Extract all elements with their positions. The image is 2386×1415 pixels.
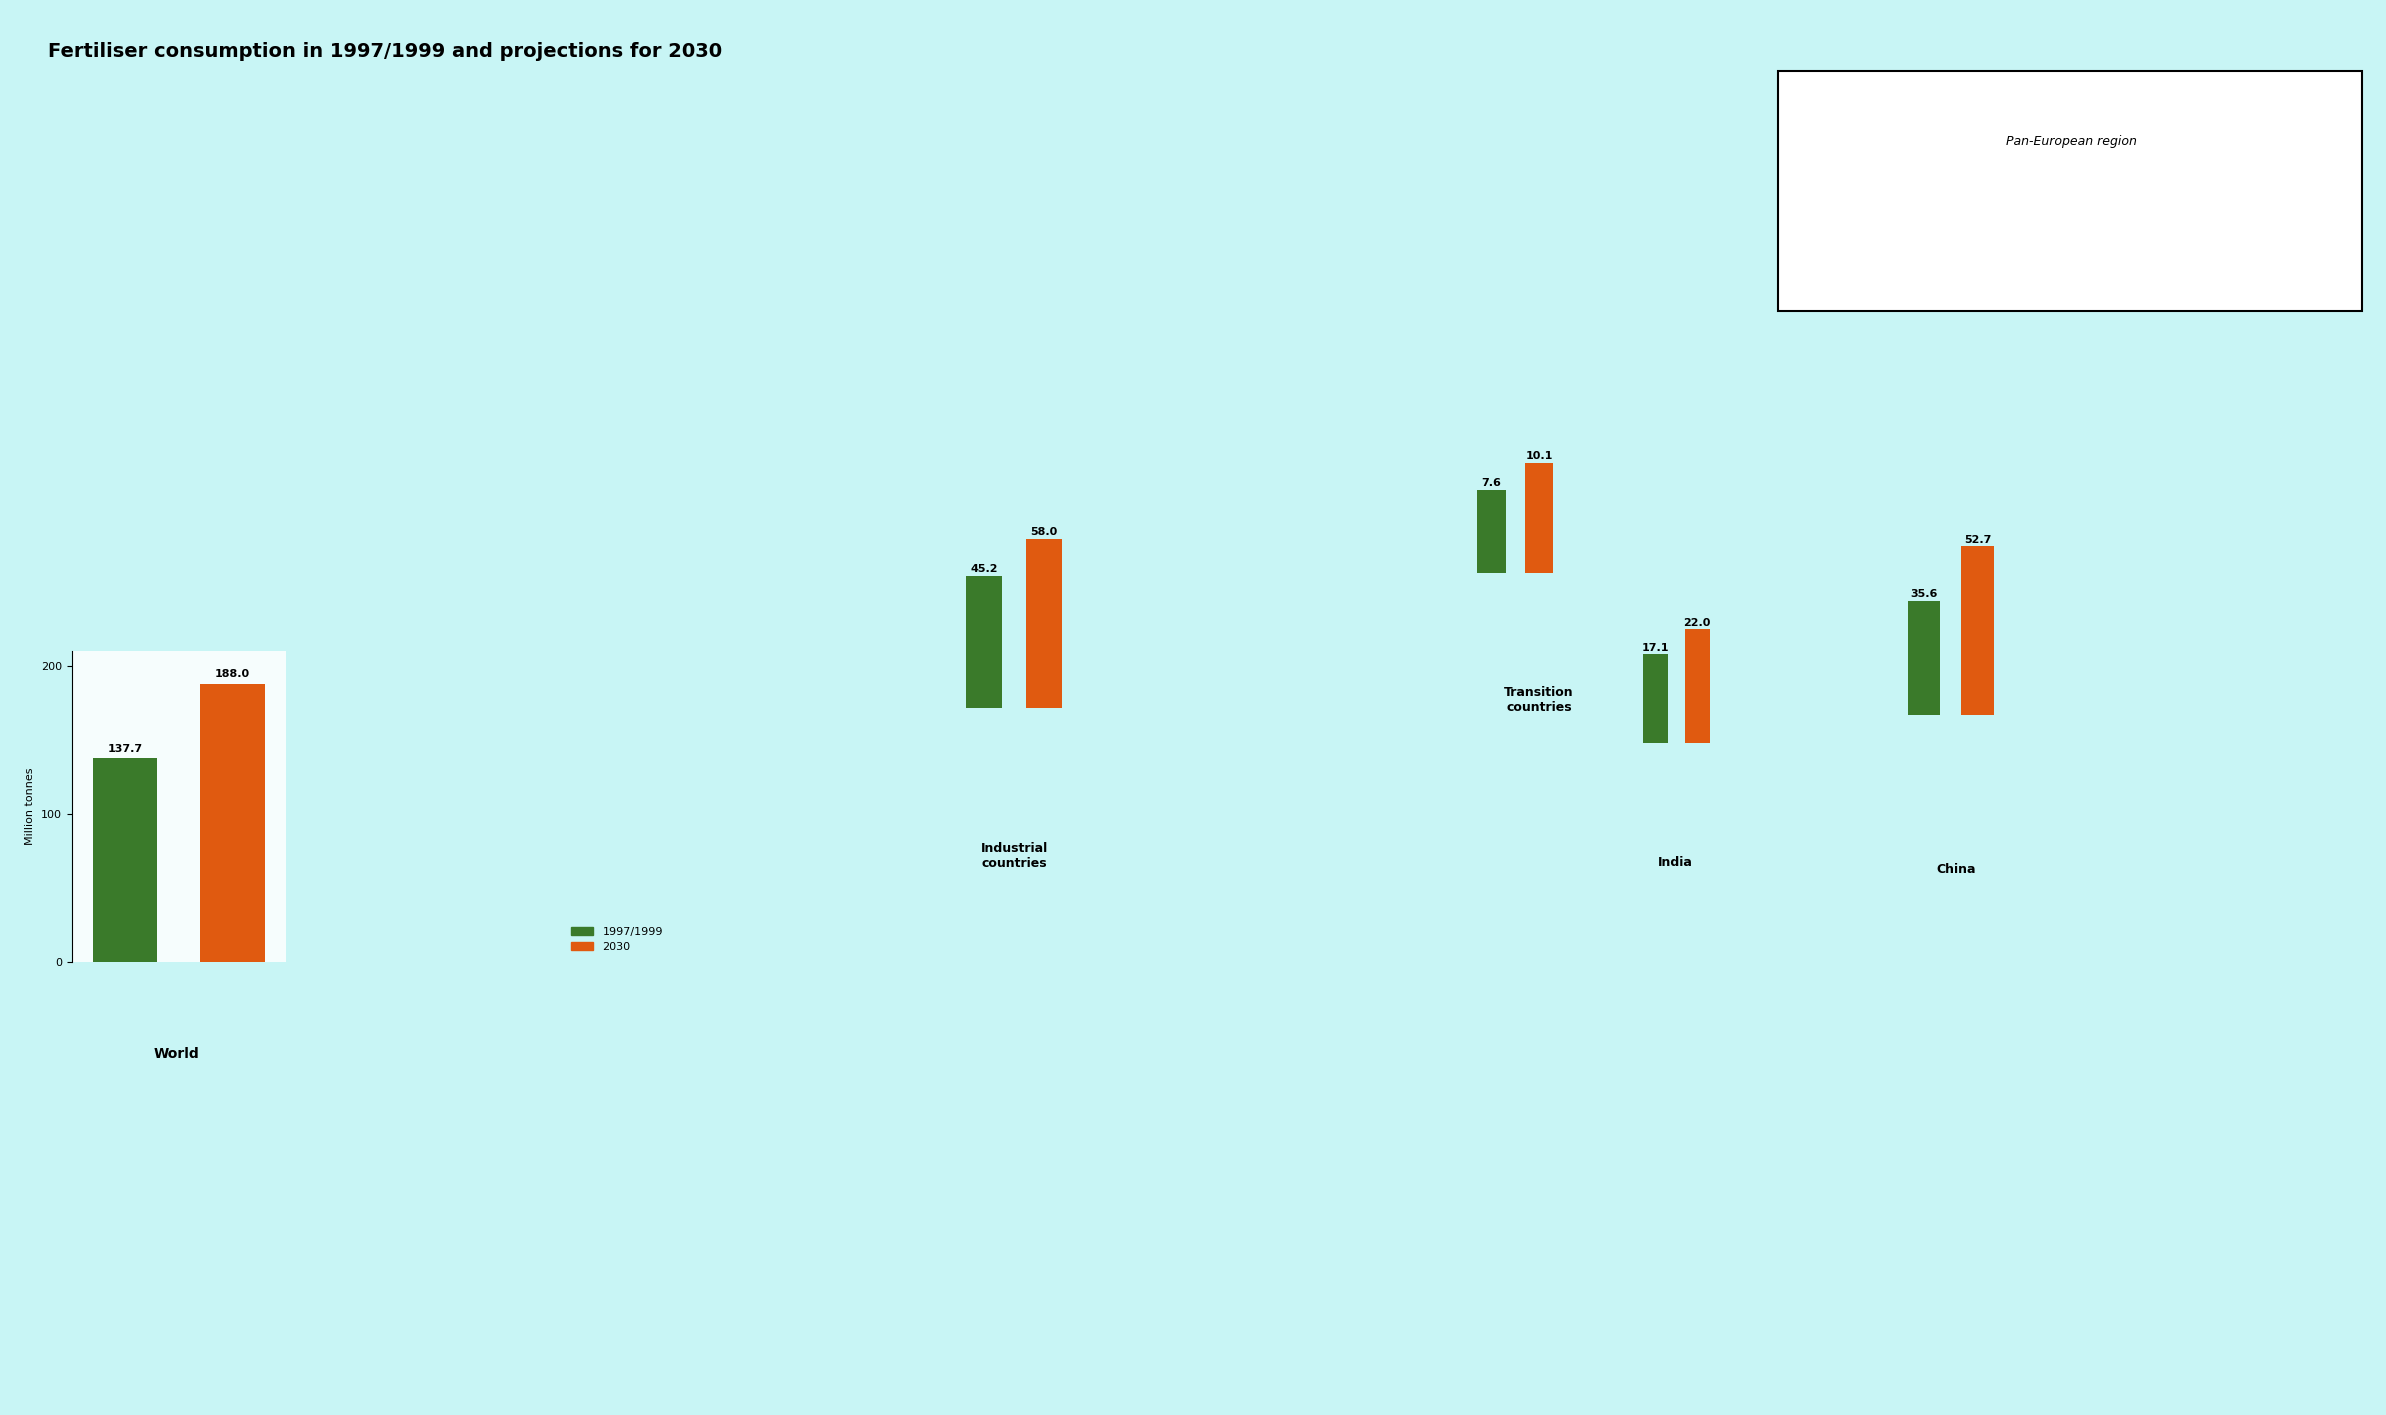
Text: 22.0: 22.0 <box>1685 617 1711 628</box>
Legend: 1997/1999, 2030: 1997/1999, 2030 <box>568 923 668 957</box>
Text: 17.1: 17.1 <box>1642 642 1670 652</box>
Text: 52.7: 52.7 <box>1964 535 1990 545</box>
Bar <box>1525 463 1553 573</box>
Text: 137.7: 137.7 <box>107 744 143 754</box>
Text: Transition
countries: Transition countries <box>1503 686 1575 715</box>
Text: 58.0: 58.0 <box>1031 526 1057 538</box>
Text: Fertiliser consumption in 1997/1999 and projections for 2030: Fertiliser consumption in 1997/1999 and … <box>48 42 723 61</box>
Text: 35.6: 35.6 <box>1911 589 1937 599</box>
Text: 188.0: 188.0 <box>215 669 251 679</box>
Text: World: World <box>153 1047 200 1061</box>
Bar <box>1685 630 1711 743</box>
Bar <box>1961 546 1995 715</box>
Bar <box>1644 655 1668 743</box>
Text: 10.1: 10.1 <box>1525 451 1553 461</box>
Text: India: India <box>1658 856 1692 869</box>
Bar <box>1909 601 1940 715</box>
Text: 45.2: 45.2 <box>971 565 997 574</box>
Text: Industrial
countries: Industrial countries <box>981 842 1047 870</box>
Text: 7.6: 7.6 <box>1482 478 1501 488</box>
Bar <box>1477 491 1506 573</box>
Bar <box>966 576 1002 708</box>
FancyBboxPatch shape <box>1778 71 2362 311</box>
Text: Pan-European region: Pan-European region <box>2007 134 2135 149</box>
Y-axis label: Million tonnes: Million tonnes <box>26 768 36 845</box>
Text: China: China <box>1937 863 1976 876</box>
Bar <box>200 683 265 962</box>
Bar <box>93 758 157 962</box>
Bar <box>1026 539 1062 708</box>
